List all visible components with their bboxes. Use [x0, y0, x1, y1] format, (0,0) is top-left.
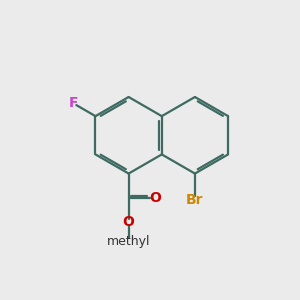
Text: Br: Br — [186, 193, 204, 207]
Text: O: O — [149, 191, 161, 205]
Text: O: O — [123, 215, 135, 230]
Text: methyl: methyl — [107, 235, 150, 248]
Text: F: F — [68, 96, 78, 110]
